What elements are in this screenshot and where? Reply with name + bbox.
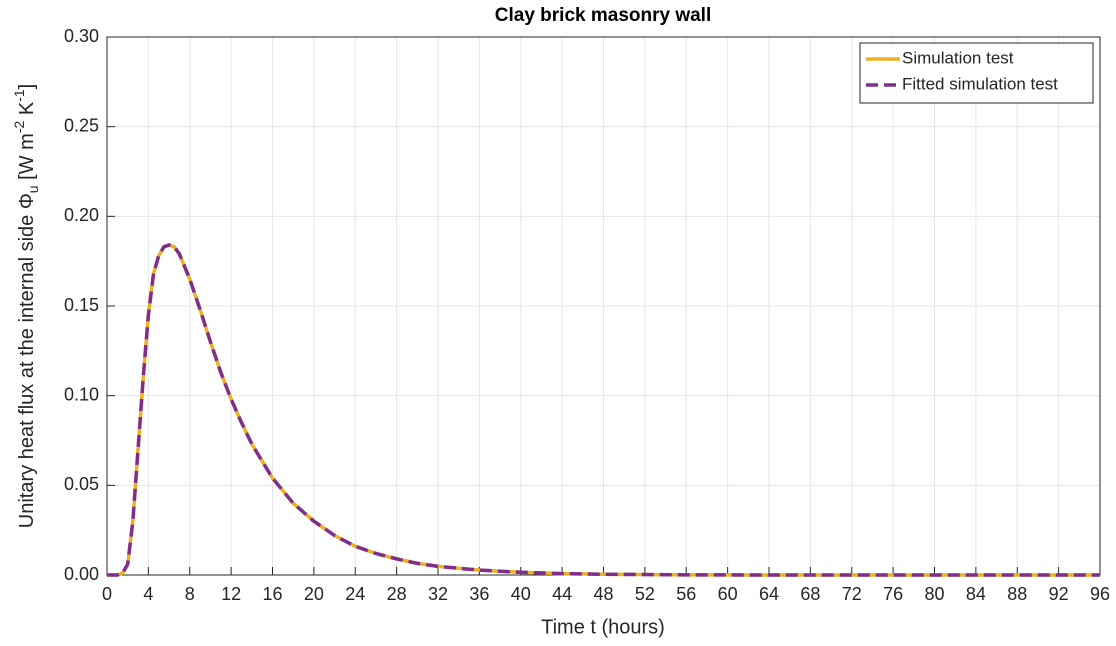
x-tick-label: 92 bbox=[1049, 584, 1069, 604]
y-label-part: ] bbox=[16, 84, 38, 90]
x-tick-label: 12 bbox=[221, 584, 241, 604]
x-tick-label: 8 bbox=[185, 584, 195, 604]
x-tick-label: 56 bbox=[676, 584, 696, 604]
x-tick-label: 84 bbox=[966, 584, 986, 604]
y-label-part: Unitary heat flux at the internal side Φ bbox=[16, 193, 38, 528]
x-tick-label: 48 bbox=[593, 584, 613, 604]
x-tick-label: 88 bbox=[1007, 584, 1027, 604]
x-tick-label: 28 bbox=[387, 584, 407, 604]
x-tick-label: 4 bbox=[143, 584, 153, 604]
y-tick-label: 0.00 bbox=[64, 564, 99, 584]
y-tick-label: 0.30 bbox=[64, 26, 99, 46]
y-tick-label: 0.10 bbox=[64, 384, 99, 404]
legend-box bbox=[859, 42, 1094, 104]
x-tick-label: 64 bbox=[759, 584, 779, 604]
x-tick-label: 72 bbox=[842, 584, 862, 604]
y-label-part: K bbox=[16, 101, 38, 121]
x-axis-label: Time t (hours) bbox=[541, 616, 665, 638]
x-tick-label: 52 bbox=[635, 584, 655, 604]
x-tick-label: 76 bbox=[883, 584, 903, 604]
y-label-sup: -2 bbox=[11, 121, 27, 134]
x-tick-label: 0 bbox=[102, 584, 112, 604]
x-tick-label: 40 bbox=[511, 584, 531, 604]
x-tick-label: 20 bbox=[304, 584, 324, 604]
y-tick-label: 0.05 bbox=[64, 474, 99, 494]
y-tick-label: 0.15 bbox=[64, 295, 99, 315]
y-label-sup: -1 bbox=[11, 89, 27, 102]
y-tick-label: 0.25 bbox=[64, 115, 99, 135]
x-tick-label: 96 bbox=[1090, 584, 1110, 604]
y-axis-label: Unitary heat flux at the internal side Φ… bbox=[11, 84, 41, 528]
legend-label: Simulation test bbox=[902, 48, 1014, 67]
x-tick-label: 44 bbox=[552, 584, 572, 604]
x-tick-label: 16 bbox=[262, 584, 282, 604]
data-line bbox=[107, 243, 1100, 577]
x-tick-label: 36 bbox=[469, 584, 489, 604]
x-tick-label: 68 bbox=[800, 584, 820, 604]
y-tick-label: 0.20 bbox=[64, 205, 99, 225]
x-tick-label: 60 bbox=[718, 584, 738, 604]
chart-title: Clay brick masonry wall bbox=[495, 5, 712, 26]
y-label-part: [W m bbox=[16, 133, 38, 185]
x-tick-label: 24 bbox=[345, 584, 365, 604]
y-label-sub: u bbox=[25, 185, 41, 193]
x-tick-label: 32 bbox=[428, 584, 448, 604]
x-tick-label: 80 bbox=[924, 584, 944, 604]
legend-label: Fitted simulation test bbox=[902, 74, 1058, 93]
